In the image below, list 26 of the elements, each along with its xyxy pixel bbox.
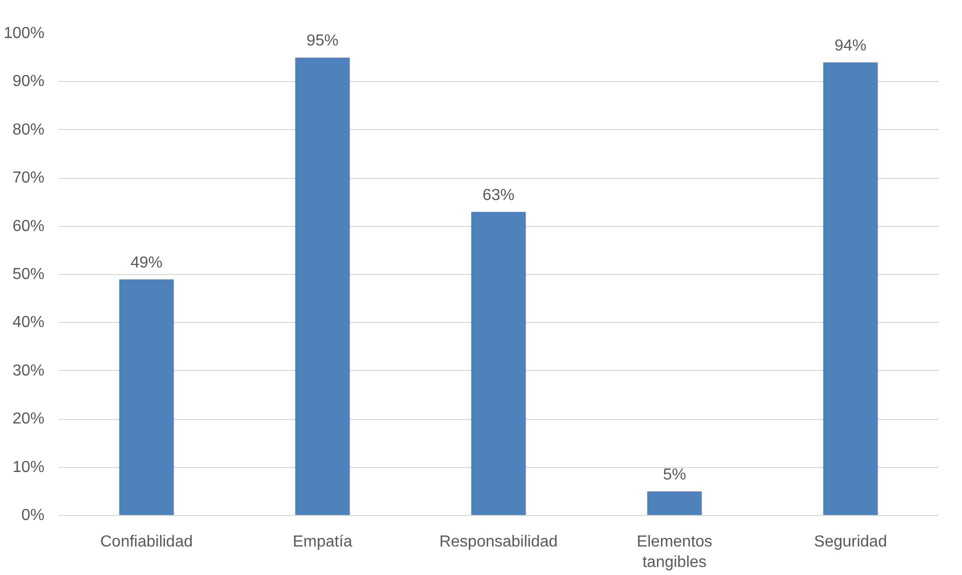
bar (823, 62, 878, 516)
data-label: 49% (130, 254, 163, 272)
y-tick-label: 30% (12, 362, 45, 380)
data-label: 94% (834, 37, 867, 54)
bar (647, 491, 702, 516)
y-tick-label: 0% (21, 507, 44, 524)
bar (295, 58, 350, 516)
y-tick-label: 70% (12, 170, 45, 187)
y-tick-label: 50% (12, 266, 45, 283)
y-tick-label: 40% (12, 314, 45, 332)
y-tick-label: 80% (12, 121, 45, 138)
y-tick-label: 10% (12, 458, 45, 476)
x-tick-label: Confiabilidad (100, 534, 193, 550)
data-label: 5% (662, 466, 686, 484)
y-tick-label: 20% (12, 410, 45, 428)
x-tick-label: Elementos tangibles (636, 534, 712, 571)
bar (471, 212, 526, 516)
x-tick-label: Seguridad (814, 534, 887, 550)
x-tick-label: Empatía (292, 534, 352, 550)
data-label: 95% (306, 32, 339, 50)
y-tick-label: 90% (12, 73, 45, 90)
data-label: 63% (482, 186, 515, 204)
y-tick-label: 60% (12, 218, 45, 235)
bar (119, 279, 174, 516)
x-tick-label: Responsabilidad (439, 534, 558, 550)
y-tick-label: 100% (4, 25, 44, 42)
